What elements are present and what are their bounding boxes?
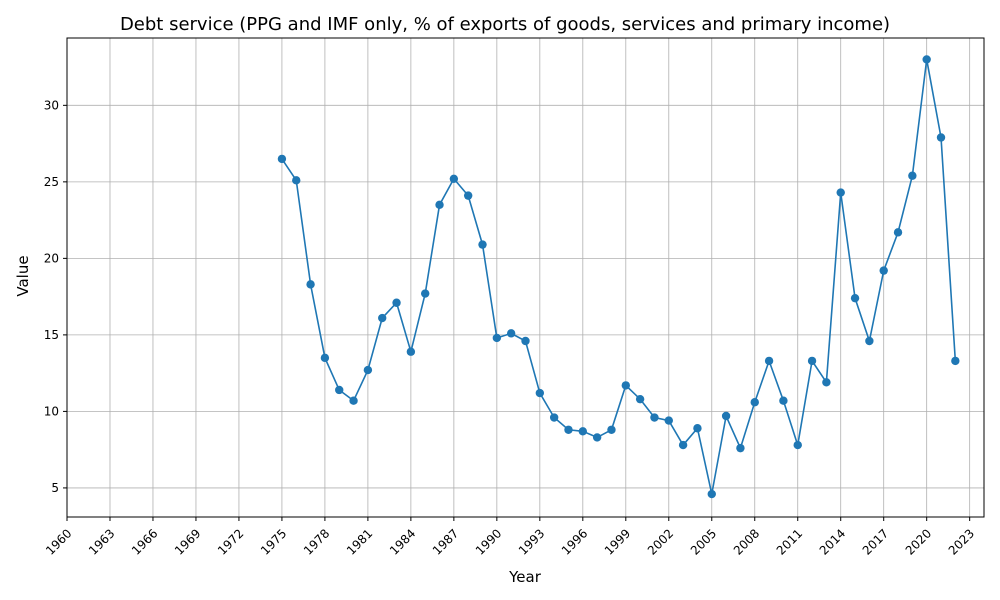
y-tick-label: 25 xyxy=(44,175,59,189)
data-point xyxy=(936,133,946,142)
chart-title: Debt service (PPG and IMF only, % of exp… xyxy=(120,14,890,35)
data-point xyxy=(549,413,559,422)
plot-frame xyxy=(66,37,985,518)
grid-layer xyxy=(66,38,984,517)
data-point xyxy=(893,228,903,237)
data-point xyxy=(564,425,573,434)
data-point xyxy=(292,176,301,185)
data-point xyxy=(463,191,473,200)
data-point xyxy=(335,385,344,395)
data-point xyxy=(392,298,401,307)
data-point xyxy=(363,365,373,375)
data-point xyxy=(779,396,788,405)
data-point xyxy=(807,356,817,366)
data-point xyxy=(578,427,588,436)
data-point xyxy=(865,336,874,346)
data-point xyxy=(277,154,287,164)
series-layer xyxy=(277,55,960,499)
data-point xyxy=(721,411,731,421)
y-tick-label: 30 xyxy=(44,98,59,112)
data-point xyxy=(478,240,487,249)
data-point xyxy=(693,424,702,433)
data-point xyxy=(836,188,845,197)
data-point xyxy=(349,396,358,405)
data-point xyxy=(850,293,860,303)
data-point xyxy=(449,174,459,183)
y-tick-label: 15 xyxy=(44,328,59,342)
data-point xyxy=(707,489,716,499)
data-point xyxy=(879,266,888,275)
data-point xyxy=(621,381,630,390)
data-point xyxy=(406,347,416,356)
data-point xyxy=(664,416,673,425)
data-point xyxy=(793,440,802,450)
data-point xyxy=(320,353,330,363)
data-point xyxy=(736,443,745,453)
x-axis-label: Year xyxy=(508,568,542,586)
data-point xyxy=(750,398,759,407)
data-point xyxy=(521,336,530,346)
data-point xyxy=(607,425,616,434)
y-axis-label: Value xyxy=(14,255,32,296)
data-point xyxy=(951,356,960,366)
data-point xyxy=(535,388,545,398)
data-point xyxy=(922,55,931,64)
y-tick-label: 10 xyxy=(44,404,59,418)
data-point xyxy=(650,413,659,422)
data-point xyxy=(421,289,430,298)
data-point xyxy=(492,333,502,343)
data-point xyxy=(678,440,688,450)
data-point xyxy=(822,378,831,387)
y-tick-label: 20 xyxy=(44,251,59,265)
data-point xyxy=(592,433,602,442)
data-point xyxy=(435,200,444,210)
data-point xyxy=(764,356,774,366)
data-point xyxy=(908,171,917,180)
data-point xyxy=(635,394,645,404)
y-tick-label: 5 xyxy=(51,481,59,495)
data-point xyxy=(306,280,315,289)
data-point xyxy=(506,329,516,338)
data-point xyxy=(378,313,387,323)
